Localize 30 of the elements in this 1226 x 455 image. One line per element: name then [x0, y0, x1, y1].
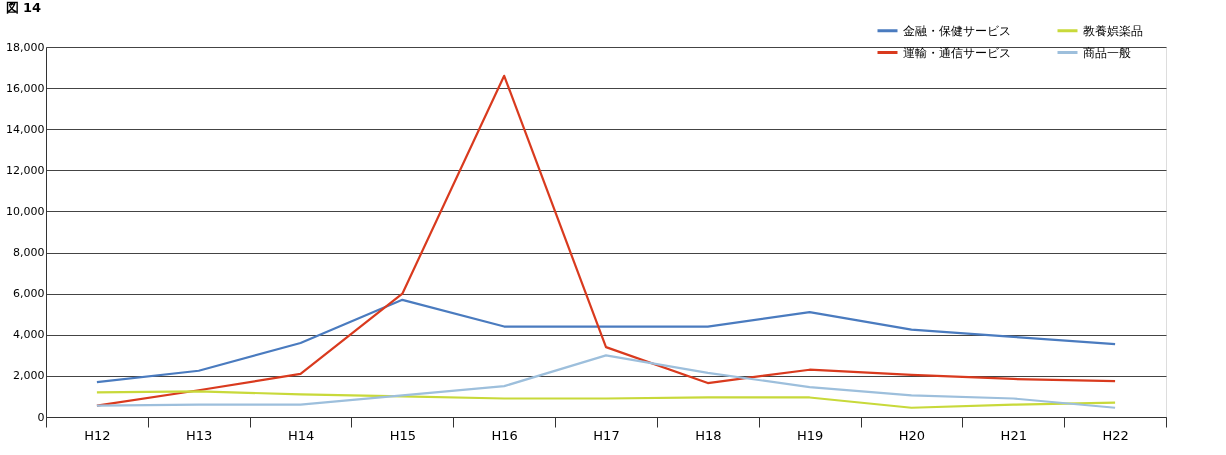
chart-title: 図 14 [5, 0, 42, 15]
x-tick-label: H17 [593, 427, 620, 443]
y-tick-label: 16,000 [6, 81, 45, 95]
y-tick-label: 0 [37, 410, 45, 424]
x-tick-label: H18 [695, 427, 722, 443]
x-tick-label: H15 [389, 427, 417, 443]
x-tick-label: H19 [796, 427, 824, 443]
y-tick-label: 2,000 [13, 369, 45, 383]
y-tick-label: 12,000 [6, 163, 45, 177]
x-tick-label: H12 [84, 427, 111, 443]
legend-label: 運輸・通信サービス [903, 45, 1011, 60]
y-tick-label: 18,000 [6, 40, 45, 54]
legend-label: 教養娯楽品 [1083, 23, 1143, 38]
x-tick-label: H13 [186, 427, 213, 443]
x-tick-label: H22 [1102, 427, 1129, 443]
line-series [95, 298, 1117, 384]
line-series [95, 354, 1117, 409]
x-tick-label: H14 [287, 427, 315, 443]
y-tick-label: 10,000 [6, 204, 45, 218]
line-series [95, 74, 1117, 407]
x-tick-label: H20 [898, 427, 926, 443]
y-tick-label: 6,000 [13, 287, 45, 301]
legend-label: 金融・保健サービス [903, 23, 1011, 38]
legend-label: 商品一般 [1083, 45, 1131, 60]
y-tick-label: 8,000 [13, 246, 45, 260]
line-series [95, 390, 1117, 409]
y-tick-label: 4,000 [13, 328, 45, 342]
y-tick-label: 14,000 [6, 122, 45, 136]
x-tick-label: H16 [491, 427, 518, 443]
x-tick-label: H21 [1000, 427, 1027, 443]
